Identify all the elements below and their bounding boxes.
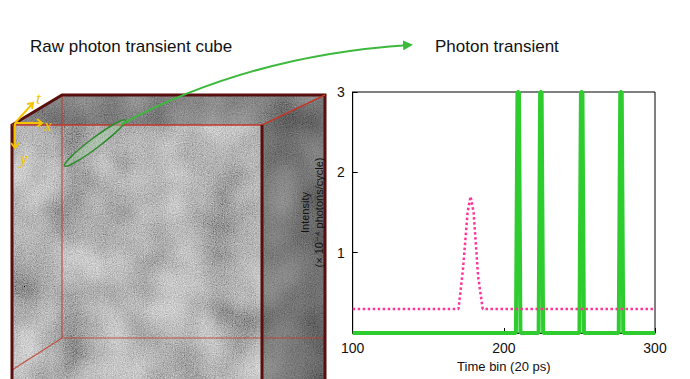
svg-text:(× 10⁻⁴ photons/cycle): (× 10⁻⁴ photons/cycle) (313, 158, 325, 268)
svg-text:t: t (36, 89, 42, 108)
svg-text:100: 100 (341, 340, 365, 356)
svg-text:200: 200 (492, 340, 516, 356)
svg-text:y: y (18, 149, 28, 168)
svg-text:2: 2 (337, 164, 345, 180)
svg-text:Intensity: Intensity (299, 192, 311, 233)
svg-text:Photon transient: Photon transient (435, 37, 559, 56)
svg-text:3: 3 (337, 84, 345, 100)
svg-text:Time bin (20 ps): Time bin (20 ps) (457, 359, 550, 374)
svg-text:300: 300 (643, 340, 667, 356)
svg-text:x: x (43, 116, 52, 135)
svg-text:Raw photon transient cube: Raw photon transient cube (30, 37, 232, 56)
svg-text:1: 1 (337, 245, 345, 261)
